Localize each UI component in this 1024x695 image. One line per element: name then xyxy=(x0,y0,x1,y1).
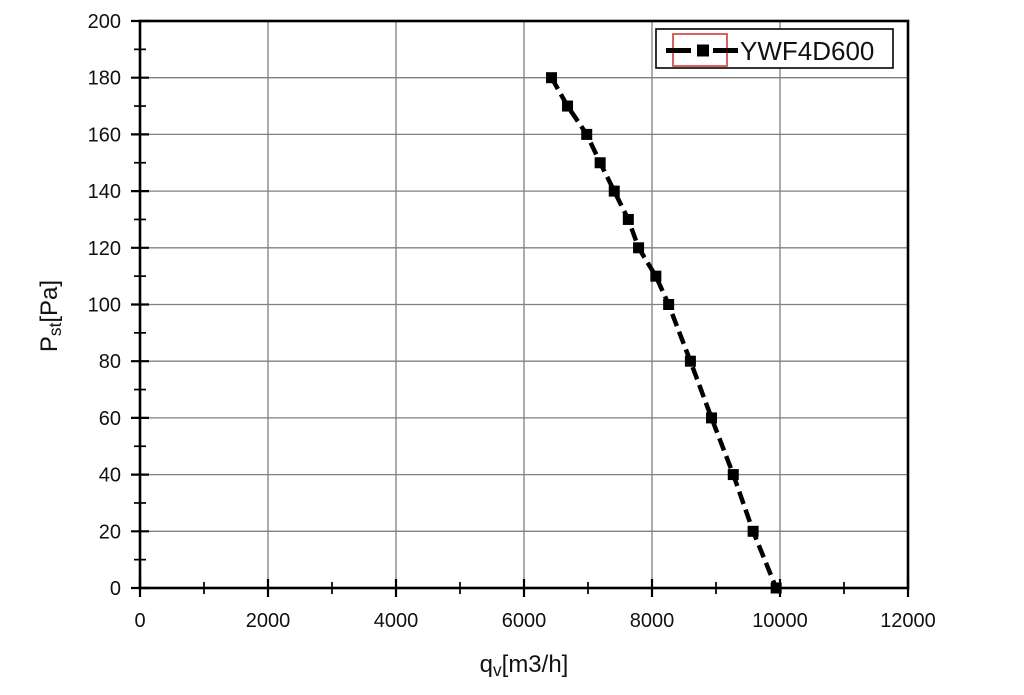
x-tick-label: 0 xyxy=(134,610,145,632)
y-tick-label: 140 xyxy=(88,181,121,203)
legend: YWF4D600 xyxy=(655,28,894,69)
data-point-marker xyxy=(706,412,718,424)
x-axis-title-units: [m3/h] xyxy=(501,651,569,678)
x-tick-label: 6000 xyxy=(502,610,547,632)
data-point-marker xyxy=(622,213,634,225)
y-tick-label: 120 xyxy=(88,238,121,260)
data-point-marker xyxy=(633,242,645,254)
x-axis-title: qv[m3/h] xyxy=(480,651,569,679)
y-tick-label: 20 xyxy=(99,521,121,543)
data-point-marker xyxy=(663,299,675,310)
axis-ticks xyxy=(131,19,910,597)
y-tick-label: 80 xyxy=(99,351,121,373)
y-axis-title-base: P xyxy=(36,336,63,353)
y-axis-title: Pst[Pa] xyxy=(36,279,65,353)
data-point-marker xyxy=(594,157,606,169)
y-axis-title-units: [Pa] xyxy=(36,279,63,323)
y-axis-title-sub: st xyxy=(44,322,65,337)
x-tick-labels: 0 2000 4000 6000 8000 10000 12000 xyxy=(134,610,935,632)
data-point-marker xyxy=(684,355,696,367)
data-point-marker xyxy=(608,185,620,197)
data-point-marker xyxy=(650,270,662,282)
y-tick-label: 160 xyxy=(88,124,121,146)
data-point-marker xyxy=(727,469,739,481)
data-point-marker xyxy=(747,525,759,537)
y-tick-label: 40 xyxy=(99,465,121,487)
data-point-marker xyxy=(770,582,782,594)
y-tick-label: 200 xyxy=(88,11,121,33)
data-point-marker xyxy=(546,72,558,84)
x-tick-label: 10000 xyxy=(752,610,808,632)
data-point-marker xyxy=(581,128,593,140)
y-tick-label: 60 xyxy=(99,408,121,430)
y-tick-label: 100 xyxy=(88,295,121,317)
data-point-marker xyxy=(562,100,574,112)
y-tick-label: 0 xyxy=(110,578,121,600)
y-tick-label: 180 xyxy=(88,68,121,90)
x-tick-label: 4000 xyxy=(374,610,419,632)
y-tick-labels: 0 20 40 60 80 100 120 140 160 180 200 xyxy=(88,11,121,600)
x-tick-label: 12000 xyxy=(880,610,936,632)
x-tick-label: 8000 xyxy=(630,610,675,632)
legend-box xyxy=(655,28,894,69)
legend-marker-sample xyxy=(697,44,709,57)
x-tick-label: 2000 xyxy=(246,610,291,632)
gridlines xyxy=(140,21,908,588)
legend-label: YWF4D600 xyxy=(740,36,874,66)
x-axis-title-sub: v xyxy=(493,659,502,680)
x-axis-title-base: q xyxy=(479,651,494,678)
data-series xyxy=(546,72,782,594)
series-line xyxy=(549,76,779,589)
